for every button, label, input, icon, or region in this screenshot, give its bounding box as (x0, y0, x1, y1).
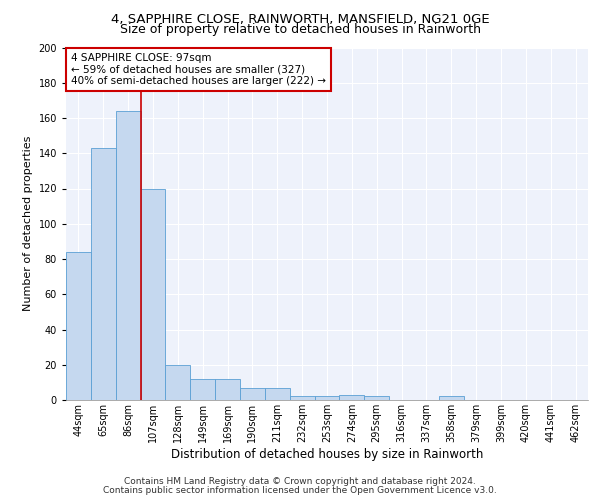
Y-axis label: Number of detached properties: Number of detached properties (23, 136, 33, 312)
Bar (116, 111, 140, 400)
Bar (340, 394, 364, 400)
Bar (66, 252, 91, 400)
Bar (190, 379, 215, 400)
Text: Contains HM Land Registry data © Crown copyright and database right 2024.: Contains HM Land Registry data © Crown c… (124, 477, 476, 486)
Bar (290, 396, 314, 400)
Bar (265, 388, 290, 400)
X-axis label: Distribution of detached houses by size in Rainworth: Distribution of detached houses by size … (171, 448, 483, 460)
Bar (364, 396, 389, 400)
Bar (314, 396, 340, 400)
Bar (439, 396, 464, 400)
Bar (166, 365, 190, 400)
Text: 4, SAPPHIRE CLOSE, RAINWORTH, MANSFIELD, NG21 0GE: 4, SAPPHIRE CLOSE, RAINWORTH, MANSFIELD,… (110, 12, 490, 26)
Text: Contains public sector information licensed under the Open Government Licence v3: Contains public sector information licen… (103, 486, 497, 495)
Bar (240, 388, 265, 400)
Bar (215, 379, 240, 400)
Bar (91, 148, 116, 400)
Text: Size of property relative to detached houses in Rainworth: Size of property relative to detached ho… (119, 22, 481, 36)
Text: 4 SAPPHIRE CLOSE: 97sqm
← 59% of detached houses are smaller (327)
40% of semi-d: 4 SAPPHIRE CLOSE: 97sqm ← 59% of detache… (71, 53, 326, 86)
Bar (140, 188, 166, 400)
